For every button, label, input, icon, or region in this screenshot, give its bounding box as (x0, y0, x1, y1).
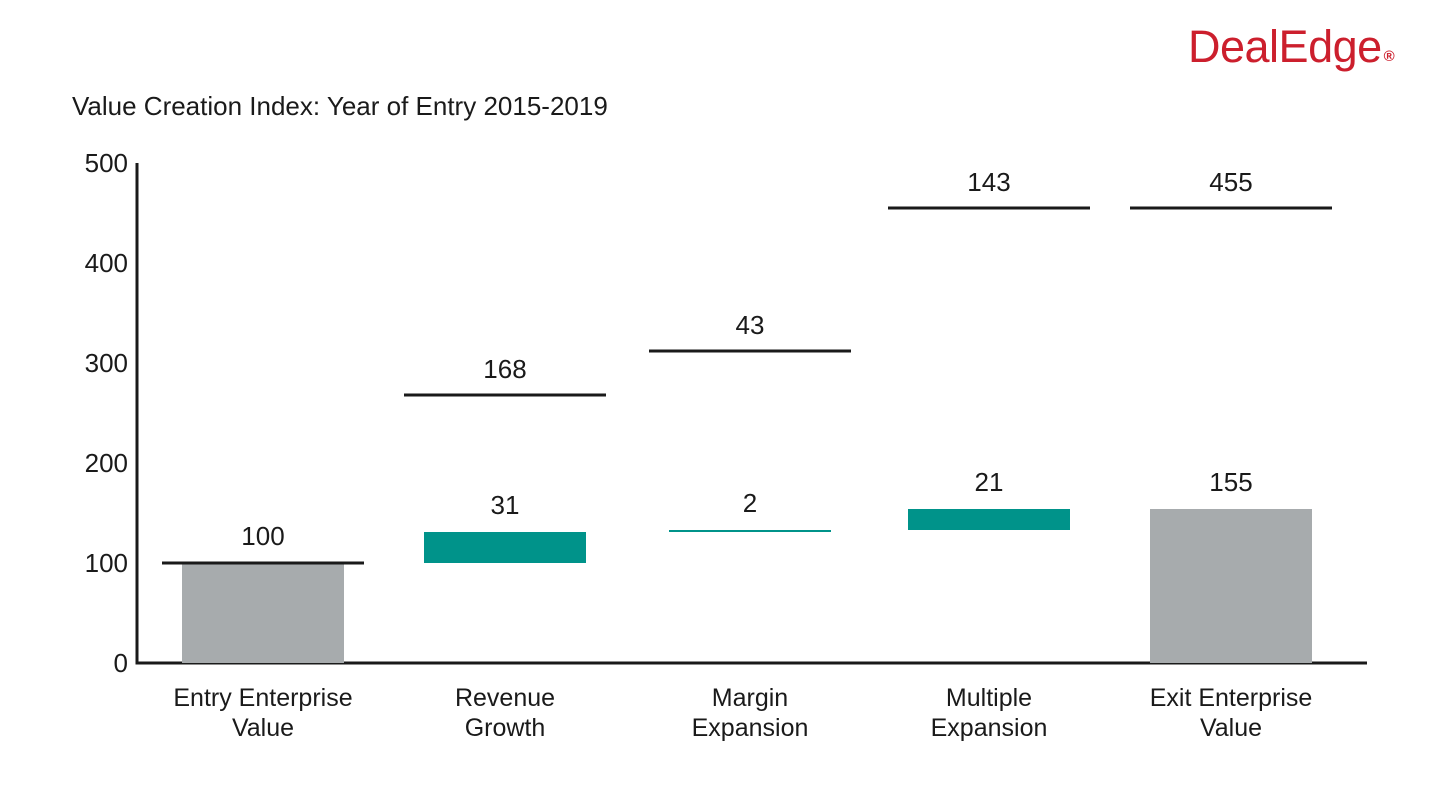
upper-marker-label: 168 (483, 354, 526, 384)
upper-marker-label: 455 (1209, 167, 1252, 197)
x-category-label: Expansion (931, 714, 1048, 742)
y-tick-label: 300 (85, 348, 128, 378)
x-category-label: Multiple (946, 684, 1032, 712)
upper-marker-label: 143 (967, 167, 1010, 197)
y-axis: 0 100 200 300 400 500 (85, 148, 139, 678)
y-tick-label: 400 (85, 248, 128, 278)
x-category-label: Value (232, 714, 294, 742)
brand-name: DealEdge (1188, 21, 1382, 72)
x-axis: Entry EnterpriseValueRevenueGrowthMargin… (135, 661, 1367, 742)
bar-value-label: 155 (1209, 467, 1252, 497)
total-bar (182, 563, 344, 663)
y-tick-label: 100 (85, 548, 128, 578)
x-category-label: Value (1200, 714, 1262, 742)
x-category-label: Exit Enterprise (1150, 684, 1313, 712)
bar-value-label: 31 (491, 490, 520, 520)
x-category-label: Revenue (455, 684, 555, 712)
x-category-label: Growth (465, 714, 546, 742)
x-category-label: Margin (712, 684, 788, 712)
x-category-label: Expansion (692, 714, 809, 742)
data-labels: 100 31 2 21 155 (241, 467, 1252, 551)
bar-value-label: 100 (241, 521, 284, 551)
registered-mark: ® (1383, 48, 1395, 65)
chart-title: Value Creation Index: Year of Entry 2015… (72, 91, 608, 121)
increment-bar (908, 509, 1070, 530)
bar-value-label: 2 (743, 488, 757, 518)
increment-bar (424, 532, 586, 563)
bars (162, 509, 1312, 663)
bar-value-label: 21 (975, 467, 1004, 497)
increment-bar (669, 530, 831, 532)
upper-markers: 168 43 143 455 (404, 167, 1332, 397)
y-tick-label: 0 (114, 648, 128, 678)
total-bar (1150, 509, 1312, 663)
x-category-label: Entry Enterprise (173, 684, 352, 712)
upper-marker-label: 43 (736, 310, 765, 340)
y-tick-label: 200 (85, 448, 128, 478)
dealedge-logo: DealEdge ® (1188, 21, 1395, 72)
y-tick-label: 500 (85, 148, 128, 178)
